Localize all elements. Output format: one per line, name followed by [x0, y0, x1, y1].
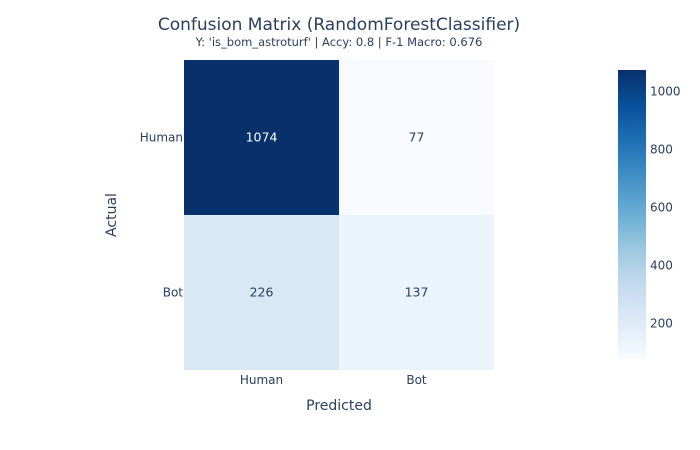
- cell-value-label: 77: [409, 130, 425, 145]
- chart-subtitle: Y: 'is_bom_astroturf' | Accy: 0.8 | F-1 …: [195, 35, 483, 49]
- chart-title: Confusion Matrix (RandomForestClassifier…: [158, 15, 520, 35]
- heatmap-cell: [184, 60, 339, 215]
- x-tick-label: Bot: [406, 373, 427, 387]
- y-axis-title: Actual: [104, 193, 120, 237]
- heatmap-cells: 1074 77 226 137: [184, 60, 494, 370]
- y-tick-label: Human: [140, 131, 183, 145]
- x-axis-ticks: Human Bot: [240, 373, 427, 387]
- cell-value-label: 137: [405, 285, 429, 300]
- heatmap-cell: [339, 215, 494, 370]
- x-axis-title: Predicted: [306, 398, 372, 414]
- y-tick-label: Bot: [163, 286, 184, 300]
- y-axis-ticks: Human Bot: [140, 131, 184, 300]
- cell-value-label: 226: [250, 285, 274, 300]
- heatmap-cell: [184, 215, 339, 370]
- colorbar-tick-label: 800: [650, 142, 673, 156]
- heatmap-cell: [339, 60, 494, 215]
- colorbar-tick-label: 200: [650, 316, 673, 330]
- colorbar: [618, 70, 646, 359]
- colorbar-tick-label: 400: [650, 258, 673, 272]
- colorbar-tick-label: 600: [650, 200, 673, 214]
- colorbar-ticks: 200 400 600 800 1000: [650, 84, 681, 330]
- x-tick-label: Human: [240, 373, 283, 387]
- colorbar-tick-label: 1000: [650, 84, 681, 98]
- cell-value-label: 1074: [246, 130, 278, 145]
